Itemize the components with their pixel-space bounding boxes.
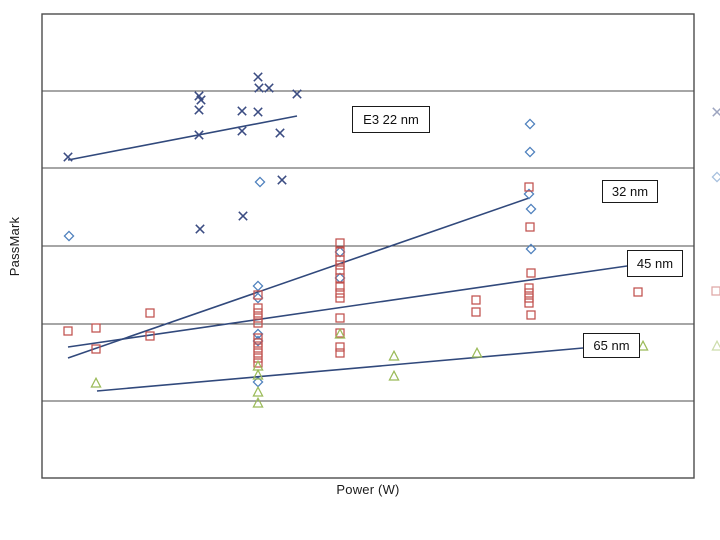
data-point-triangle-marker bbox=[334, 327, 346, 339]
series-label-e3-22nm: E3 22 nm bbox=[352, 106, 430, 133]
data-point-x-marker bbox=[238, 211, 248, 221]
data-point-x-marker bbox=[237, 126, 247, 136]
data-point-x-marker bbox=[264, 83, 274, 93]
x-axis-title: Power (W) bbox=[336, 482, 400, 497]
data-point-square-marker bbox=[253, 313, 263, 323]
data-point-triangle-marker bbox=[711, 339, 720, 351]
data-point-square-marker bbox=[524, 283, 534, 293]
data-point-square-marker bbox=[526, 268, 536, 278]
data-point-square-marker bbox=[253, 343, 263, 353]
data-point-square-marker bbox=[335, 238, 345, 248]
data-point-x-marker bbox=[254, 83, 264, 93]
data-point-square-marker bbox=[524, 293, 534, 303]
data-point-square-marker bbox=[335, 293, 345, 303]
data-point-diamond-marker bbox=[524, 146, 536, 158]
data-point-x-marker bbox=[63, 152, 73, 162]
trendline-32-nm bbox=[67, 197, 530, 359]
series-label-65nm: 65 nm bbox=[583, 333, 640, 358]
data-point-x-marker bbox=[253, 107, 263, 117]
data-point-square-marker bbox=[253, 303, 263, 313]
data-point-square-marker bbox=[253, 338, 263, 348]
data-point-square-marker bbox=[253, 290, 263, 300]
data-point-x-marker bbox=[196, 95, 206, 105]
data-point-diamond-marker bbox=[252, 292, 264, 304]
data-point-diamond-marker bbox=[523, 188, 535, 200]
data-point-diamond-marker bbox=[711, 171, 720, 183]
data-point-square-marker bbox=[471, 295, 481, 305]
data-point-square-marker bbox=[471, 307, 481, 317]
series-label-45nm: 45 nm bbox=[627, 250, 683, 277]
data-point-square-marker bbox=[91, 344, 101, 354]
data-point-diamond-marker bbox=[254, 176, 266, 188]
data-point-x-marker bbox=[253, 72, 263, 82]
data-point-square-marker bbox=[526, 310, 536, 320]
data-point-square-marker bbox=[633, 287, 643, 297]
data-point-square-marker bbox=[335, 342, 345, 352]
data-point-square-marker bbox=[335, 255, 345, 265]
data-point-diamond-marker bbox=[525, 243, 537, 255]
data-point-square-marker bbox=[253, 333, 263, 343]
data-point-square-marker bbox=[524, 182, 534, 192]
y-axis-title-text: PassMark bbox=[7, 216, 23, 276]
data-point-triangle-marker bbox=[252, 368, 264, 380]
data-point-square-marker bbox=[335, 288, 345, 298]
data-point-triangle-marker bbox=[637, 339, 649, 351]
y-axis-title: PassMark bbox=[0, 14, 32, 478]
data-point-diamond-marker bbox=[63, 230, 75, 242]
data-point-triangle-marker bbox=[90, 376, 102, 388]
data-point-square-marker bbox=[335, 273, 345, 283]
trendline-45-nm bbox=[67, 265, 628, 348]
data-point-square-marker bbox=[524, 288, 534, 298]
data-point-square-marker bbox=[253, 318, 263, 328]
data-point-x-marker bbox=[195, 224, 205, 234]
data-point-x-marker bbox=[277, 175, 287, 185]
data-point-triangle-marker bbox=[252, 396, 264, 408]
data-point-x-marker bbox=[712, 107, 720, 117]
data-point-square-marker bbox=[253, 348, 263, 358]
data-point-square-marker bbox=[335, 260, 345, 270]
data-point-square-marker bbox=[525, 222, 535, 232]
data-point-x-marker bbox=[194, 105, 204, 115]
data-point-triangle-marker bbox=[388, 369, 400, 381]
data-point-square-marker bbox=[253, 358, 263, 368]
series-label-32nm: 32 nm bbox=[602, 180, 658, 203]
data-point-square-marker bbox=[335, 348, 345, 358]
data-point-square-marker bbox=[63, 326, 73, 336]
data-point-diamond-marker bbox=[525, 203, 537, 215]
data-point-square-marker bbox=[335, 313, 345, 323]
data-point-square-marker bbox=[253, 308, 263, 318]
data-point-square-marker bbox=[524, 298, 534, 308]
data-point-triangle-marker bbox=[252, 385, 264, 397]
data-point-x-marker bbox=[292, 89, 302, 99]
data-point-square-marker bbox=[711, 286, 720, 296]
trendline-65-nm bbox=[96, 347, 584, 392]
data-point-diamond-marker bbox=[524, 118, 536, 130]
data-point-triangle-marker bbox=[388, 349, 400, 361]
data-point-square-marker bbox=[145, 308, 155, 318]
data-point-x-marker bbox=[275, 128, 285, 138]
data-point-square-marker bbox=[335, 282, 345, 292]
trendline-E3-22-nm bbox=[67, 115, 298, 161]
data-point-square-marker bbox=[145, 331, 155, 341]
data-point-triangle-marker bbox=[471, 346, 483, 358]
data-point-x-marker bbox=[237, 106, 247, 116]
data-point-square-marker bbox=[91, 323, 101, 333]
data-point-x-marker bbox=[194, 130, 204, 140]
